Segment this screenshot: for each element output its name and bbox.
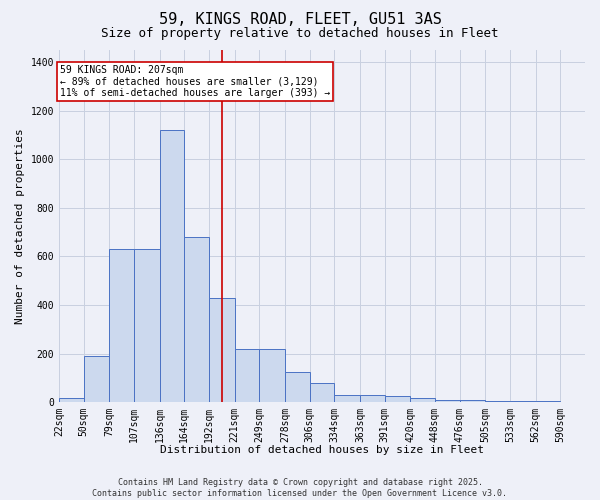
- Bar: [360, 395, 385, 402]
- Bar: [59, 398, 83, 402]
- Bar: [184, 237, 209, 402]
- Y-axis label: Number of detached properties: Number of detached properties: [15, 128, 25, 324]
- Bar: [410, 398, 435, 402]
- Bar: [259, 348, 285, 402]
- Text: Size of property relative to detached houses in Fleet: Size of property relative to detached ho…: [101, 28, 499, 40]
- Bar: [209, 298, 235, 402]
- Bar: [160, 130, 184, 402]
- Bar: [485, 401, 510, 402]
- Bar: [334, 395, 360, 402]
- Bar: [435, 400, 460, 402]
- Text: 59, KINGS ROAD, FLEET, GU51 3AS: 59, KINGS ROAD, FLEET, GU51 3AS: [158, 12, 442, 28]
- Bar: [83, 356, 109, 402]
- Bar: [385, 396, 410, 402]
- Bar: [285, 372, 310, 402]
- Bar: [510, 401, 536, 402]
- Bar: [134, 249, 160, 402]
- Bar: [235, 348, 259, 402]
- Bar: [460, 400, 485, 402]
- Bar: [310, 382, 334, 402]
- Text: Contains HM Land Registry data © Crown copyright and database right 2025.
Contai: Contains HM Land Registry data © Crown c…: [92, 478, 508, 498]
- Text: 59 KINGS ROAD: 207sqm
← 89% of detached houses are smaller (3,129)
11% of semi-d: 59 KINGS ROAD: 207sqm ← 89% of detached …: [60, 64, 330, 98]
- Bar: [109, 249, 134, 402]
- X-axis label: Distribution of detached houses by size in Fleet: Distribution of detached houses by size …: [160, 445, 484, 455]
